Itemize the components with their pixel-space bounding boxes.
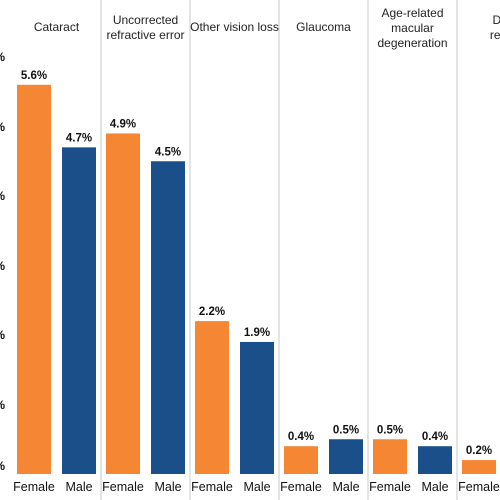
bar-value-label: 0.5% [377, 424, 403, 436]
bar-female [462, 460, 496, 474]
y-tick-label: % [0, 398, 5, 412]
panel-title: Age-related [381, 6, 443, 20]
y-tick-label: % [0, 459, 5, 473]
bar-female [195, 321, 229, 474]
x-category-label: Male [154, 480, 181, 494]
panel-title: Uncorrected [113, 13, 178, 27]
x-category-label: Male [243, 480, 270, 494]
x-category-label: Male [421, 480, 448, 494]
bar-value-label: 1.9% [244, 327, 270, 339]
bar-female [284, 446, 318, 474]
bar-male [62, 147, 96, 474]
x-category-label: Female [458, 480, 500, 494]
y-tick-label: % [0, 50, 5, 64]
bar-value-label: 2.2% [199, 306, 225, 318]
x-category-label: Female [369, 480, 411, 494]
panel-title: Cataract [34, 20, 80, 34]
x-category-label: Male [332, 480, 359, 494]
x-category-label: Female [280, 480, 322, 494]
bar-value-label: 5.6% [21, 70, 47, 82]
bar-female [106, 133, 140, 474]
bar-value-label: 4.5% [155, 146, 181, 158]
bar-value-label: 0.4% [288, 431, 314, 443]
x-category-label: Female [13, 480, 55, 494]
bar-value-label: 0.4% [422, 431, 448, 443]
bar-male [151, 161, 185, 474]
bar-male [329, 439, 363, 474]
y-tick-label: % [0, 328, 5, 342]
bar-value-label: 0.2% [466, 445, 492, 457]
x-category-label: Female [191, 480, 233, 494]
bar-value-label: 0.5% [333, 424, 359, 436]
panel-title: degeneration [377, 36, 447, 50]
panel-title: Dia [492, 13, 500, 27]
bar-value-label: 4.9% [110, 118, 136, 130]
y-tick-label: % [0, 120, 5, 134]
x-category-label: Female [102, 480, 144, 494]
panel-title: retin [490, 28, 500, 42]
panel-title: Other vision loss [190, 20, 279, 34]
y-tick-label: % [0, 259, 5, 273]
y-tick-label: % [0, 189, 5, 203]
panel-title: macular [391, 21, 434, 35]
bar-male [418, 446, 452, 474]
bar-female [17, 84, 51, 475]
bar-female [373, 439, 407, 474]
x-category-label: Male [65, 480, 92, 494]
panel-title: refractive error [106, 28, 184, 42]
bar-male [240, 341, 274, 474]
bar-value-label: 4.7% [66, 132, 92, 144]
panel-title: Glaucoma [296, 20, 351, 34]
